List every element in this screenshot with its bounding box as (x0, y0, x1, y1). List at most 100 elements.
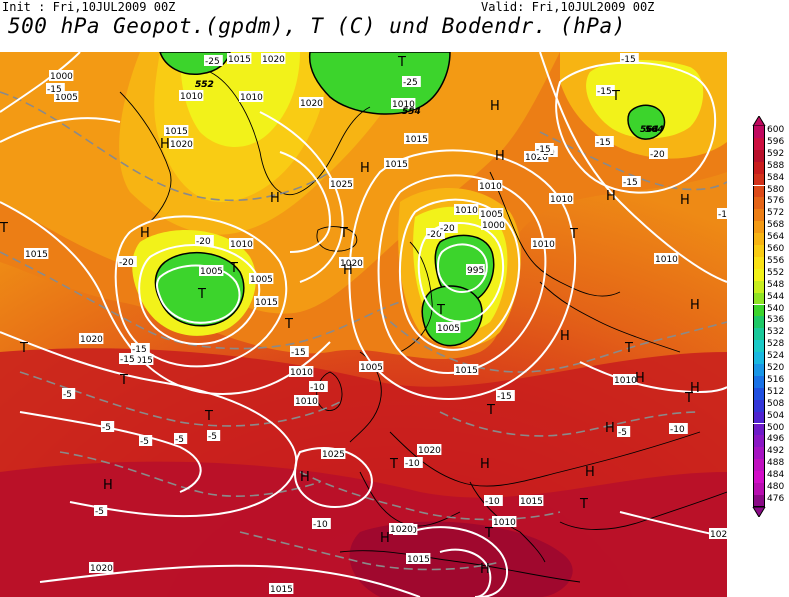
temperature-label: -5 (101, 421, 115, 433)
temperature-label: -25 (204, 55, 223, 67)
geopot-core-ne (627, 104, 666, 140)
legend-swatch (753, 387, 765, 400)
temperature-label: -15 (620, 53, 639, 65)
legend-value: 540 (767, 303, 785, 314)
legend-value: 572 (767, 208, 785, 219)
pressure-label: 1025 (321, 448, 346, 460)
pressure-label: 1005 (479, 208, 504, 220)
isotherm-c (19, 371, 341, 427)
legend-swatch (753, 173, 765, 186)
low-pressure-marker: T (484, 526, 493, 541)
legend-value: 496 (767, 434, 785, 445)
chart-title: 500 hPa Geopot.(gpdm), T (C) und Bodendr… (8, 14, 626, 38)
low-pressure-marker: T (611, 89, 620, 104)
temperature-label: -15 (290, 346, 309, 358)
low-pressure-marker: T (284, 317, 293, 332)
legend-swatch (753, 494, 765, 507)
temperature-label: -5 (174, 433, 188, 445)
svg-text:-5: -5 (63, 390, 72, 400)
isotherm-f (439, 411, 701, 437)
legend-swatch (753, 459, 765, 472)
isobar-azores-1025 (19, 411, 202, 493)
low-pressure-marker: T (19, 341, 28, 356)
low-pressure-marker: T (436, 303, 445, 318)
pressure-label: 1005 (359, 361, 384, 373)
legend-value: 508 (767, 398, 785, 409)
svg-text:1000: 1000 (482, 221, 505, 231)
pressure-label: 1015 (384, 158, 409, 170)
legend-value: 516 (767, 374, 785, 385)
svg-text:-10: -10 (670, 425, 685, 435)
svg-text:-10: -10 (310, 383, 325, 393)
svg-text:1010: 1010 (180, 92, 203, 102)
svg-text:1005: 1005 (437, 324, 460, 334)
low-pressure-marker: T (119, 373, 128, 388)
legend-swatch (753, 375, 765, 388)
legend-swatch (753, 161, 765, 174)
svg-text:1020: 1020 (80, 335, 103, 345)
coast-baltic (539, 281, 681, 353)
pressure-label: 1015 (519, 495, 544, 507)
temperature-label: -10 (404, 457, 423, 469)
svg-text:1025: 1025 (330, 180, 353, 190)
legend-value: 488 (767, 458, 785, 469)
geopotential-label: 552 (195, 80, 214, 90)
pressure-label: 1020 (417, 444, 442, 456)
svg-text:1010: 1010 (532, 240, 555, 250)
temperature-label-layer: -15-25-20-20-15-15 -15-20-20-25-20-15-15-… (46, 53, 727, 530)
legend-value: 520 (767, 363, 785, 373)
svg-text:-15: -15 (596, 138, 611, 148)
temperature-label: -10 (312, 518, 331, 530)
legend-value: 552 (767, 267, 785, 278)
svg-text:1015: 1015 (25, 250, 48, 260)
legend-top-arrow (752, 116, 766, 126)
legend-swatch (753, 447, 765, 460)
svg-text:-10: -10 (718, 210, 727, 220)
svg-text:-5: -5 (208, 432, 217, 442)
svg-text:1010: 1010 (290, 368, 313, 378)
temperature-label: -20 (649, 148, 668, 160)
pressure-label: 1005 (436, 322, 461, 334)
temperature-label: -10 (717, 208, 727, 220)
high-pressure-marker: H (585, 465, 595, 480)
legend-swatch (753, 411, 765, 424)
isotherm-b (0, 251, 401, 350)
legend-value: 484 (767, 470, 785, 481)
svg-text:-10: -10 (313, 520, 328, 530)
coast-italy (469, 481, 546, 563)
pressure-label: 1010 (289, 366, 314, 378)
high-pressure-marker: H (490, 99, 500, 114)
svg-text:1020: 1020 (300, 99, 323, 109)
low-pressure-marker: T (397, 55, 406, 70)
legend-swatch (753, 137, 765, 150)
pressure-label: 1015 (406, 553, 431, 565)
coast-iberia (359, 471, 461, 527)
legend-value: 588 (767, 160, 785, 171)
isobar-iceland-1010 (114, 215, 288, 368)
isobar-iceland-1005 (138, 244, 261, 345)
pressure-label: 1015 (227, 53, 252, 65)
isotherm-e (379, 311, 727, 373)
temperature-label: -5 (62, 388, 76, 400)
pressure-label: 1015 (254, 296, 279, 308)
svg-text:1015: 1015 (520, 497, 543, 507)
svg-text:1020: 1020 (525, 153, 548, 163)
svg-text:-20: -20 (196, 237, 211, 247)
isobar-greenland-1020 (279, 151, 332, 253)
legend-swatch (753, 245, 765, 257)
pressure-label: 1020 (169, 138, 194, 150)
legend-value: 568 (767, 220, 785, 231)
legend-value: 596 (767, 136, 785, 147)
pressure-label: 1020 (339, 257, 364, 269)
pressure-label: 1020 (79, 333, 104, 345)
svg-text:-5: -5 (140, 437, 149, 447)
temperature-label: -25 (402, 76, 421, 88)
svg-text:-15: -15 (47, 85, 62, 95)
svg-text:1010: 1010 (655, 255, 678, 265)
isobar-east-1010 (579, 361, 727, 394)
legend-value: 480 (767, 482, 785, 492)
pressure-label: 1015 (24, 248, 49, 260)
high-pressure-marker: H (360, 161, 370, 176)
svg-text:1015: 1015 (130, 356, 153, 366)
